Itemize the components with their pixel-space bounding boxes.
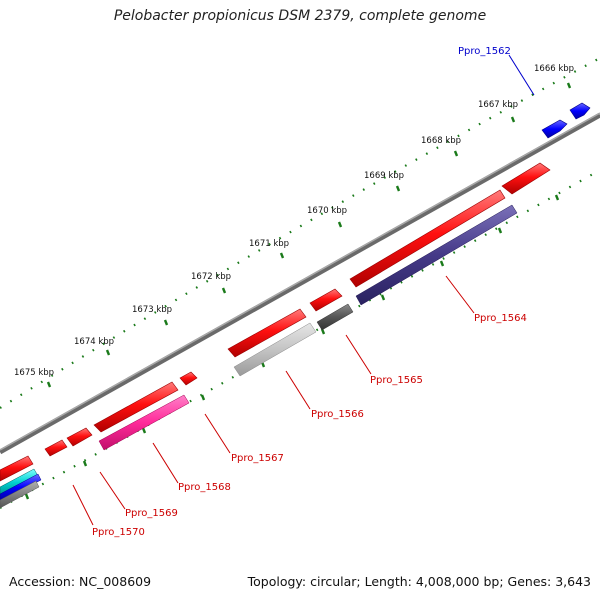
gene-label-ppro-1566: Ppro_1566 [311,409,364,420]
cds-ppro-1565[interactable] [309,288,343,312]
cds-arrow-blue-1 [541,119,568,139]
accession-label: Accession: NC_008609 [9,574,152,589]
cds-ppro-1564b[interactable] [501,162,551,195]
tick-label-1666: 1666 kbp [534,64,574,74]
feature-ppro-1568[interactable] [98,394,190,451]
feature-track [0,204,518,509]
inner-major-ticks [24,194,560,500]
gene-label-ppro-1568: Ppro_1568 [178,482,231,493]
gene-labels: Ppro_1562 Ppro_1564 Ppro_1565 Ppro_1566 … [92,46,527,538]
feature-edge-gray[interactable] [0,480,40,509]
tick-label-1674: 1674 kbp [74,337,114,347]
tick-label-1669: 1669 kbp [364,171,404,181]
outer-tick-ring [0,57,600,409]
feature-edge-blue[interactable] [0,473,42,502]
cds-ppro-1568[interactable] [93,381,179,433]
callout-lines [72,54,535,526]
tick-label-1672: 1672 kbp [191,272,231,282]
gene-ppro-1562[interactable] [541,102,591,139]
backbone-highlight [0,112,600,451]
feature-ppro-1564[interactable] [355,204,518,306]
cds-track-forward [0,162,551,482]
tick-labels: 1666 kbp 1667 kbp 1668 kbp 1669 kbp 1670… [14,64,574,378]
tick-label-1671: 1671 kbp [249,239,289,249]
feature-ppro-1566[interactable] [233,322,317,377]
cds-arrow-blue-2 [569,102,591,120]
gene-label-ppro-1569: Ppro_1569 [125,508,178,519]
feature-ppro-1565[interactable] [316,303,354,331]
tick-label-1667: 1667 kbp [478,100,518,110]
gene-label-ppro-1570: Ppro_1570 [92,527,145,538]
gene-label-ppro-1565: Ppro_1565 [370,375,423,386]
tick-label-1673: 1673 kbp [132,305,172,315]
outer-major-ticks [46,82,572,388]
gene-label-ppro-1562: Ppro_1562 [458,46,511,57]
inner-tick-ring [0,169,600,509]
genome-backbone [0,112,600,455]
cds-ppro-1570[interactable] [44,439,68,457]
tick-label-1668: 1668 kbp [421,136,461,146]
cds-edge-red[interactable] [0,455,34,482]
tick-label-1675: 1675 kbp [14,368,54,378]
cds-ppro-1567[interactable] [179,371,198,386]
gene-label-ppro-1564: Ppro_1564 [474,313,527,324]
gene-label-ppro-1567: Ppro_1567 [231,453,284,464]
cds-ppro-1569[interactable] [66,427,93,447]
cds-ppro-1564[interactable] [349,189,506,288]
cds-ppro-1566[interactable] [227,308,307,358]
genome-title: Pelobacter propionicus DSM 2379, complet… [113,8,487,24]
topology-label: Topology: circular; Length: 4,008,000 bp… [247,574,591,589]
tick-label-1670: 1670 kbp [307,206,347,216]
